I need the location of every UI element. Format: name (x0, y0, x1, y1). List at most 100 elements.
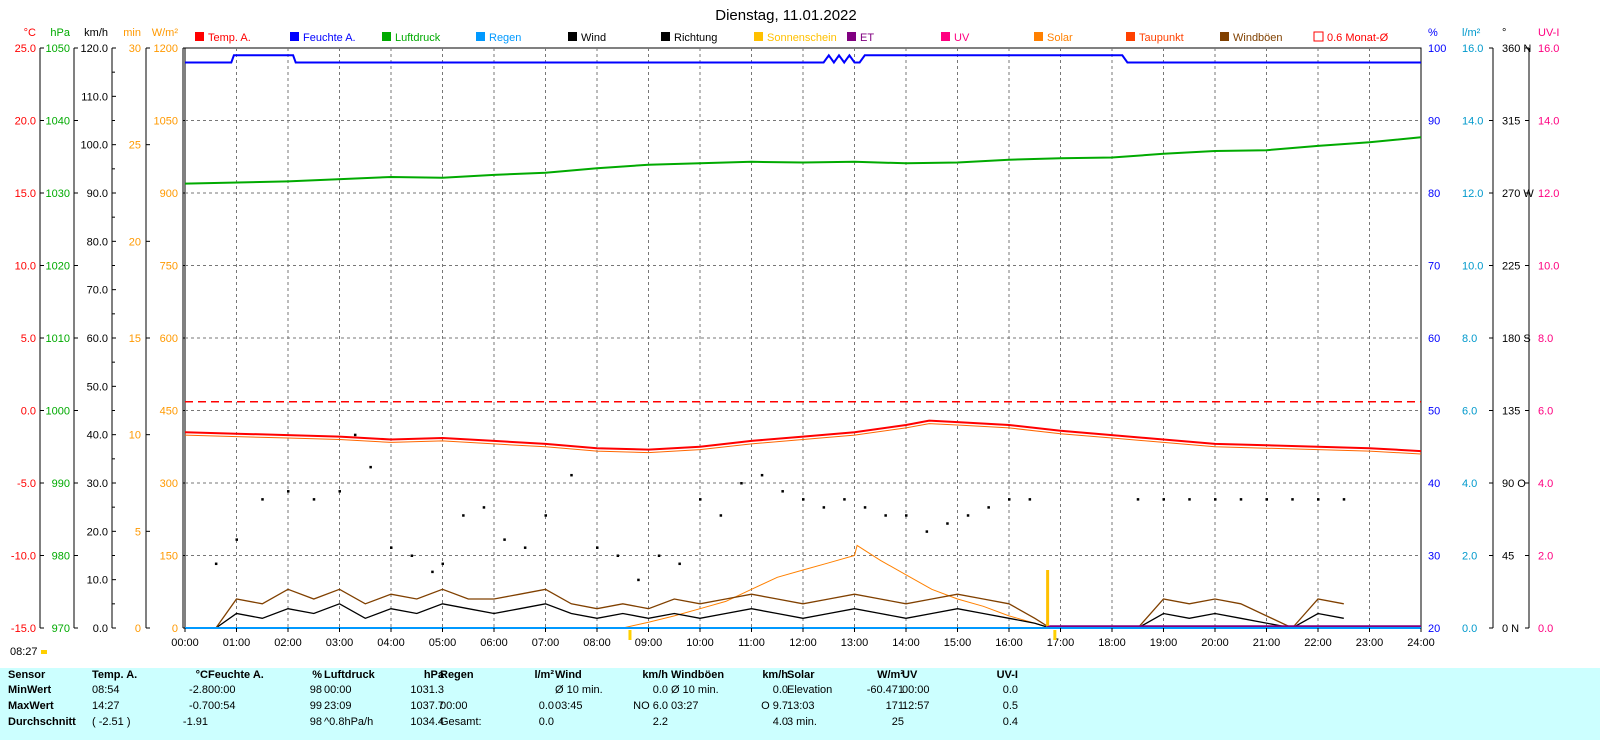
sunmin-tick-label: 10 (129, 430, 141, 442)
uv-tick-label: 8.0 (1538, 333, 1553, 345)
temp-axis-unit: °C (24, 27, 36, 39)
stats-row-cell: -1.91 (182, 716, 208, 728)
x-tick-label: 10:00 (686, 637, 714, 649)
stats-row-cell: 1037.7 (410, 700, 444, 712)
series-temp-a--line (184, 419, 1422, 453)
uv-tick-label: 0.0 (1538, 623, 1553, 635)
stats-row-cell: 25 (891, 716, 904, 728)
series-richtung-point (462, 514, 465, 517)
uv-tick-label: 16.0 (1538, 43, 1559, 55)
sunmin-tick-label: 20 (129, 236, 141, 248)
stats-row-cell: ( -2.51 ) (92, 716, 131, 728)
wind-axis-unit: km/h (84, 27, 108, 39)
stats-row-cell: NO 6.0 (633, 700, 668, 712)
series-richtung-point (678, 562, 681, 566)
temp-tick-label: 25.0 (15, 43, 36, 55)
sunmin-axis-unit: min (123, 27, 141, 39)
stats-row-cell: O 9.7 (761, 700, 788, 712)
stats-header-row-cell: l/m² (534, 669, 554, 681)
series-richtung-point (214, 562, 218, 566)
stats-header-row-cell: Regen (440, 669, 474, 681)
series-richtung-point (287, 490, 290, 493)
stats-header-row-cell: Sensor (8, 669, 46, 681)
stats-row-cell: 0.0 (538, 716, 554, 728)
uv-tick-label: 6.0 (1538, 406, 1553, 418)
legend-swatch-7 (847, 32, 856, 41)
series-luftdruck-line (184, 136, 1422, 185)
temp-tick-label: 20.0 (15, 116, 36, 128)
x-tick-label: 23:00 (1356, 637, 1384, 649)
x-tick-label: 02:00 (274, 637, 302, 649)
humidity-tick-label: 80 (1428, 188, 1440, 200)
x-tick-label: 09:00 (635, 637, 663, 649)
stats-header-row-cell: Feuchte A. (208, 669, 264, 681)
legend-swatch-1 (290, 32, 299, 41)
legend-label-0: Temp. A. (208, 32, 251, 44)
stats-row-cell: 00:00 (440, 700, 468, 712)
humidity-tick-label: 60 (1428, 333, 1440, 345)
humidity-tick-label: 100 (1428, 43, 1446, 55)
humidity-tick-label: 50 (1428, 406, 1440, 418)
wind-tick-label: 70.0 (87, 285, 108, 297)
stats-row-cell: Gesamt: (440, 716, 482, 728)
wind-tick-label: 60.0 (87, 333, 108, 345)
rain-tick-label: 2.0 (1462, 551, 1477, 563)
series-richtung-point (719, 514, 723, 517)
series-richtung-point (987, 506, 990, 509)
uv-tick-label: 14.0 (1538, 116, 1559, 128)
stats-row-cell: 0.4 (1002, 716, 1018, 728)
wind-tick-label: 0.0 (93, 623, 108, 635)
stats-row-cell: 00:00 (324, 684, 352, 696)
stats-header-row-cell: °C (195, 669, 208, 681)
sunmin-tick-label: 0 (135, 623, 141, 635)
stats-header-row: Sensor Temp. A. °C Feuchte A.% Luftdruck hPa R… (0, 668, 1600, 684)
x-tick-label: 03:00 (326, 637, 354, 649)
x-tick-label: 08:00 (583, 637, 611, 649)
solar-tick-label: 450 (160, 406, 178, 418)
sunmin-tick-label: 15 (129, 333, 141, 345)
series-richtung-point (616, 554, 620, 557)
series-richtung-point (482, 506, 486, 509)
stats-row-cell: 03:27 (671, 700, 699, 712)
x-tick-label: 14:00 (892, 637, 920, 649)
direction-tick-label: 0 N (1502, 623, 1519, 635)
stats-header-row-cell: km/h (642, 669, 668, 681)
series-richtung-point (1136, 498, 1140, 501)
series-windb-en-line (215, 588, 1344, 629)
wind-tick-label: 10.0 (87, 575, 108, 587)
stats-row: MinWert 08:54 -2.8 00:00 98 00:00 1031.3 Ø 10 m… (0, 683, 1600, 699)
x-tick-label: 06:00 (480, 637, 508, 649)
wind-tick-label: 100.0 (80, 140, 108, 152)
series-richtung-point (544, 514, 547, 517)
stats-row-cell: -2.8 (189, 684, 208, 696)
pressure-tick-label: 970 (52, 623, 70, 635)
x-tick-label: 00:00 (171, 637, 199, 649)
stats-header-row-cell: hPa (423, 669, 444, 681)
legend-label-7: ET (860, 32, 874, 44)
x-tick-label: 24:00 (1407, 637, 1435, 649)
series-richtung-point (1291, 498, 1294, 501)
uv-tick-label: 10.0 (1538, 261, 1559, 273)
pressure-tick-label: 1040 (46, 116, 70, 128)
series-richtung-point (966, 514, 970, 517)
stats-row-cell: 0.0 (652, 684, 668, 696)
stats-header-row-cell: km/h (762, 669, 788, 681)
series-richtung-point (1008, 498, 1011, 501)
legend-label-6: Sonnenschein (767, 32, 837, 44)
series-richtung-point (523, 546, 527, 549)
x-tick-label: 01:00 (223, 637, 251, 649)
direction-axis-unit: ° (1502, 27, 1506, 39)
rain-tick-label: 0.0 (1462, 623, 1477, 635)
series-richtung-point (760, 473, 764, 477)
stats-row-cell: 0.0 (1002, 684, 1018, 696)
series-richtung-point (1342, 498, 1346, 501)
stats-row-cell: 4.0 (772, 716, 788, 728)
wind-tick-label: 20.0 (87, 526, 108, 538)
stats-header-row-cell: Windböen (671, 669, 725, 681)
pressure-tick-label: 1000 (46, 406, 70, 418)
series-richtung-point (905, 514, 908, 517)
rain-tick-label: 12.0 (1462, 188, 1483, 200)
series-richtung-point (369, 465, 372, 469)
direction-tick-label: 135 (1502, 406, 1520, 418)
rain-tick-label: 16.0 (1462, 43, 1483, 55)
